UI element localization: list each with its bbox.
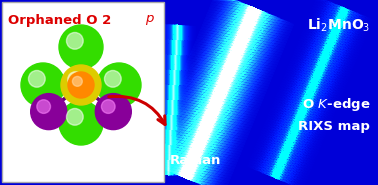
Circle shape — [61, 65, 101, 105]
FancyBboxPatch shape — [2, 2, 164, 182]
FancyArrowPatch shape — [109, 96, 165, 125]
Circle shape — [101, 100, 115, 113]
Text: Li$_2$MnO$_3$: Li$_2$MnO$_3$ — [307, 17, 370, 34]
Text: RIXS map: RIXS map — [298, 120, 370, 133]
Circle shape — [59, 101, 103, 145]
Text: $p$: $p$ — [145, 13, 155, 27]
Circle shape — [68, 72, 83, 87]
Circle shape — [97, 63, 141, 107]
Circle shape — [37, 100, 51, 113]
Circle shape — [21, 63, 65, 107]
Circle shape — [73, 76, 82, 86]
Text: Raman: Raman — [169, 154, 221, 167]
Circle shape — [68, 72, 94, 98]
Circle shape — [95, 94, 131, 130]
Circle shape — [31, 94, 67, 130]
Circle shape — [67, 33, 83, 49]
Circle shape — [67, 108, 83, 125]
Text: Orphaned O 2: Orphaned O 2 — [8, 14, 111, 27]
Circle shape — [28, 70, 45, 87]
Text: O $\it{K}$-edge: O $\it{K}$-edge — [302, 96, 370, 113]
Circle shape — [59, 25, 103, 69]
Circle shape — [104, 70, 121, 87]
